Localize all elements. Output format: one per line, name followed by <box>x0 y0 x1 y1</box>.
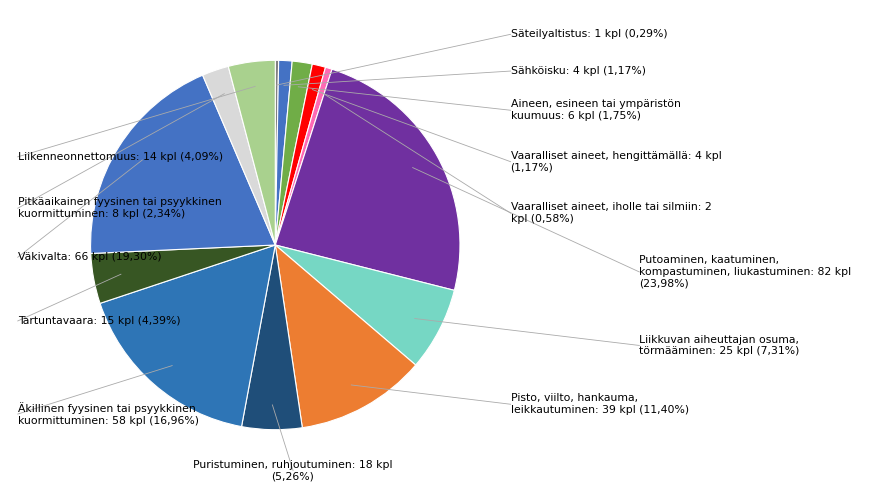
Wedge shape <box>91 245 275 303</box>
Text: Sähköisku: 4 kpl (1,17%): Sähköisku: 4 kpl (1,17%) <box>511 66 646 76</box>
Text: Liikkuvan aiheuttajan osuma,
törmääminen: 25 kpl (7,31%): Liikkuvan aiheuttajan osuma, törmääminen… <box>639 335 800 356</box>
Wedge shape <box>275 64 326 245</box>
Text: Tartuntavaara: 15 kpl (4,39%): Tartuntavaara: 15 kpl (4,39%) <box>18 316 180 326</box>
Text: Putoaminen, kaatuminen,
kompastuminen, liukastuminen: 82 kpl
(23,98%): Putoaminen, kaatuminen, kompastuminen, l… <box>639 255 852 289</box>
Wedge shape <box>100 245 275 427</box>
Text: Liikenneonnettomuus: 14 kpl (4,09%): Liikenneonnettomuus: 14 kpl (4,09%) <box>18 152 223 162</box>
Wedge shape <box>228 60 275 245</box>
Wedge shape <box>275 61 313 245</box>
Wedge shape <box>275 69 460 291</box>
Wedge shape <box>275 245 416 428</box>
Wedge shape <box>275 67 332 245</box>
Text: Aineen, esineen tai ympäristön
kuumuus: 6 kpl (1,75%): Aineen, esineen tai ympäristön kuumuus: … <box>511 99 680 121</box>
Text: Vaaralliset aineet, hengittämällä: 4 kpl
(1,17%): Vaaralliset aineet, hengittämällä: 4 kpl… <box>511 151 721 172</box>
Wedge shape <box>202 66 275 245</box>
Wedge shape <box>275 245 455 365</box>
Wedge shape <box>242 245 302 430</box>
Text: Pisto, viilto, hankauma,
leikkautuminen: 39 kpl (11,40%): Pisto, viilto, hankauma, leikkautuminen:… <box>511 393 689 415</box>
Wedge shape <box>275 60 279 245</box>
Text: Pitkäaikainen fyysinen tai psyykkinen
kuormittuminen: 8 kpl (2,34%): Pitkäaikainen fyysinen tai psyykkinen ku… <box>18 197 221 219</box>
Wedge shape <box>275 60 292 245</box>
Text: Säteilyaltistus: 1 kpl (0,29%): Säteilyaltistus: 1 kpl (0,29%) <box>511 29 667 39</box>
Text: Puristuminen, ruhjoutuminen: 18 kpl
(5,26%): Puristuminen, ruhjoutuminen: 18 kpl (5,2… <box>194 460 392 481</box>
Text: Äkillinen fyysinen tai psyykkinen
kuormittuminen: 58 kpl (16,96%): Äkillinen fyysinen tai psyykkinen kuormi… <box>18 402 199 426</box>
Text: Väkivalta: 66 kpl (19,30%): Väkivalta: 66 kpl (19,30%) <box>18 252 162 262</box>
Text: Vaaralliset aineet, iholle tai silmiin: 2
kpl (0,58%): Vaaralliset aineet, iholle tai silmiin: … <box>511 202 711 224</box>
Wedge shape <box>91 75 275 253</box>
